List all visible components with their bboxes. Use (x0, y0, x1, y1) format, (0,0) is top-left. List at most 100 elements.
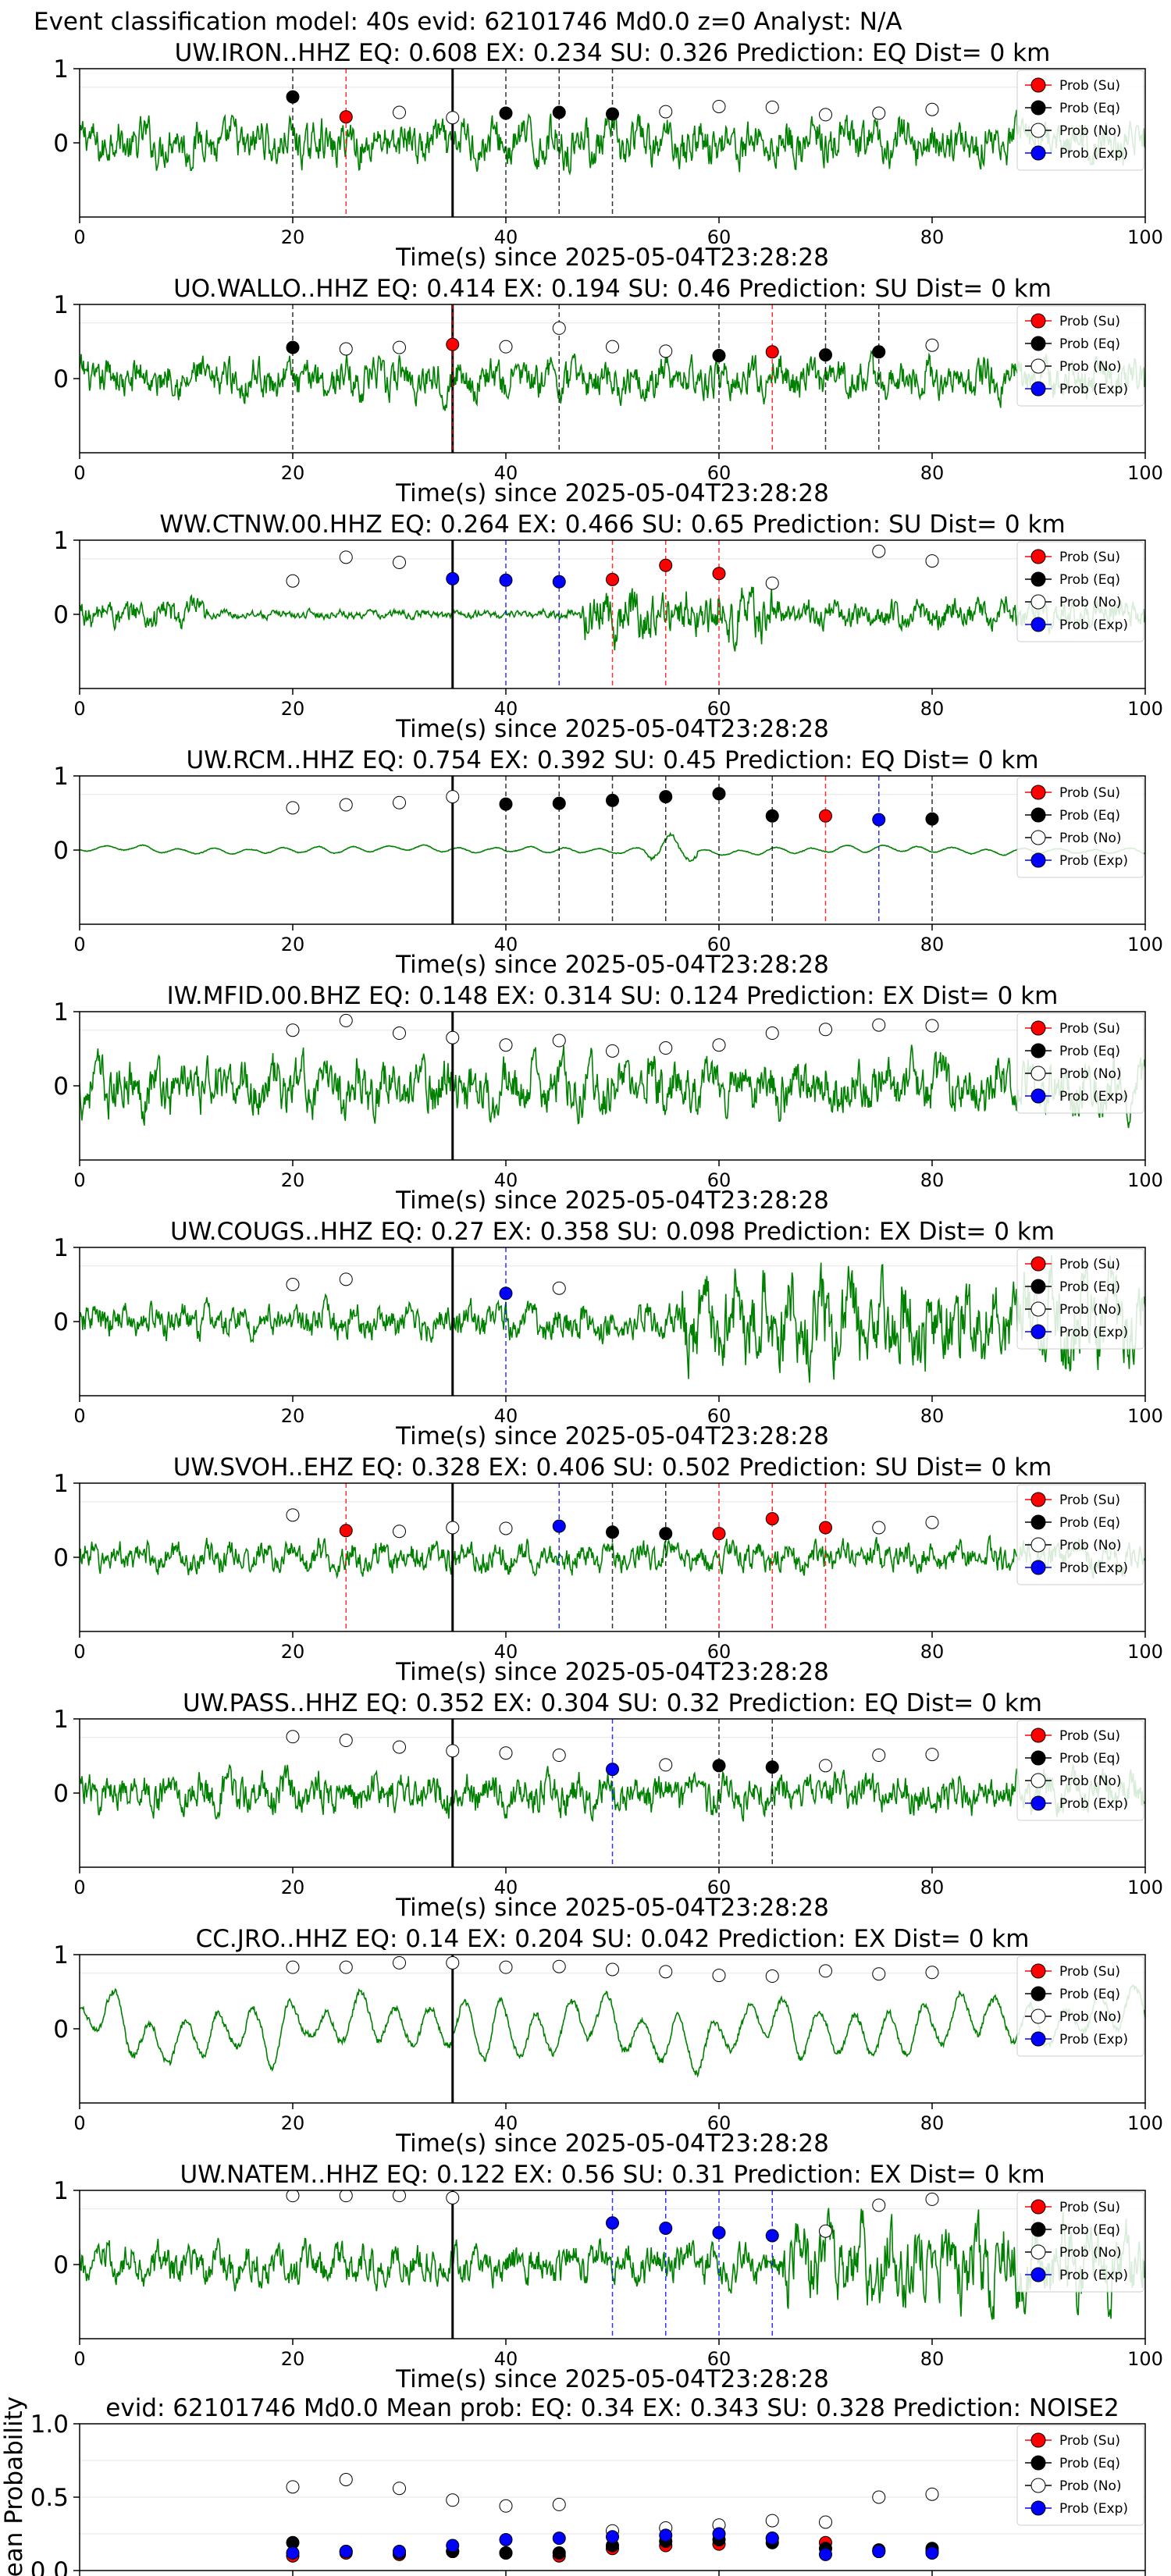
panel-1: UO.WALLO..HHZ EQ: 0.414 EX: 0.194 SU: 0.… (53, 275, 1163, 507)
prob-point-eq (712, 349, 726, 363)
mean-point-exp (339, 2545, 353, 2559)
y-tick-label: 1 (53, 1470, 69, 1498)
prob-point-no (393, 2190, 406, 2203)
prob-point-no (339, 1272, 353, 1286)
axes-frame (79, 304, 1146, 454)
prob-point-no (819, 2224, 832, 2238)
panel-title: UW.PASS..HHZ EQ: 0.352 EX: 0.304 SU: 0.3… (183, 1689, 1042, 1717)
legend-box (1016, 777, 1144, 878)
legend-label-exp: Prob (Exp) (1059, 1560, 1128, 1576)
mean-point-no (339, 2472, 353, 2486)
prob-point-su (606, 572, 619, 586)
prob-point-no (286, 574, 300, 588)
prob-point-no (872, 2198, 886, 2212)
legend-label-no: Prob (No) (1059, 595, 1122, 610)
x-tick-label: 0 (73, 2348, 85, 2370)
prob-point-eq (286, 90, 300, 104)
panel-plot-area (80, 2190, 1145, 2339)
x-tick-label: 40 (494, 1877, 518, 1898)
prob-point-no (446, 2191, 460, 2204)
legend-marker-no (1030, 2008, 1046, 2024)
legend-box (1016, 69, 1144, 171)
x-tick-label: 60 (707, 2348, 731, 2370)
prob-point-no (446, 1744, 460, 1758)
legend-marker-eq (1030, 571, 1046, 587)
legend-marker-no (1030, 2478, 1046, 2493)
prob-point-no (339, 342, 353, 356)
mean-point-no (819, 2515, 832, 2529)
legend-marker-su (1030, 2432, 1046, 2448)
legend-marker-exp (1030, 1560, 1046, 1575)
x-axis-label: Time(s) since 2025-05-04T23:28:28 (395, 2365, 829, 2393)
prob-point-no (499, 1960, 513, 1974)
prob-point-no (499, 1038, 513, 1052)
prob-point-exp (606, 1763, 619, 1777)
legend-label-su: Prob (Su) (1059, 2200, 1120, 2215)
legend-label-eq: Prob (Eq) (1059, 1987, 1120, 2002)
prob-point-eq (606, 107, 619, 121)
legend-label-eq: Prob (Eq) (1059, 1279, 1120, 1295)
x-axis-label: Time(s) since 2025-05-04T23:28:28 (395, 1422, 829, 1450)
x-tick-label: 60 (707, 934, 731, 955)
prob-point-no (446, 1521, 460, 1535)
legend-label-exp: Prob (Exp) (1059, 382, 1128, 397)
mean-point-no (925, 2487, 939, 2501)
legend-label-su: Prob (Su) (1059, 2433, 1120, 2449)
prob-point-eq (765, 809, 779, 823)
legend-marker-eq (1030, 1279, 1046, 1294)
prob-point-no (286, 1730, 300, 1744)
legend-label-eq: Prob (Eq) (1059, 1515, 1120, 1531)
panel-0: UW.IRON..HHZ EQ: 0.608 EX: 0.234 SU: 0.3… (53, 39, 1163, 272)
prob-point-su (819, 1521, 832, 1535)
legend-marker-su (1030, 1256, 1046, 1272)
panel-plot-area (80, 69, 1145, 217)
axes-frame (79, 2190, 1146, 2339)
prob-point-eq (872, 345, 886, 359)
x-tick-label: 60 (707, 1641, 731, 1663)
prob-point-exp (872, 813, 886, 827)
y-tick-label: 1 (53, 527, 69, 555)
mean-point-exp (659, 2528, 673, 2542)
x-tick-label: 0 (73, 934, 85, 955)
prob-point-no (393, 1955, 406, 1969)
prob-point-no (286, 1508, 300, 1522)
x-tick-label: 0 (73, 2112, 85, 2134)
y-tick-label: 0.0 (30, 2557, 69, 2576)
x-tick-label: 20 (281, 462, 305, 484)
x-tick-label: 0 (73, 1169, 85, 1191)
prob-point-no (819, 1759, 832, 1773)
legend-label-exp: Prob (Exp) (1059, 617, 1128, 633)
legend-marker-su (1030, 313, 1046, 329)
x-tick-label: 80 (920, 2348, 945, 2370)
axes-frame (79, 1954, 1146, 2104)
prob-point-eq (765, 1760, 779, 1774)
x-tick-label: 0 (73, 1641, 85, 1663)
legend: Prob (Su) Prob (Eq) Prob (No) Prob (Exp) (1016, 2191, 1144, 2293)
legend-label-su: Prob (Su) (1059, 550, 1120, 565)
prob-point-no (393, 556, 406, 569)
panel-plot-area (80, 1483, 1145, 1631)
prob-point-no (765, 100, 779, 114)
legend-marker-no (1030, 594, 1046, 610)
y-tick-label: 1 (53, 291, 69, 319)
panel-title: WW.CTNW.00.HHZ EQ: 0.264 EX: 0.466 SU: 0… (159, 511, 1065, 539)
legend-box (1016, 1484, 1144, 1585)
legend-label-no: Prob (No) (1059, 1774, 1122, 1789)
seismic-trace (80, 1984, 1145, 2078)
y-tick-label: 0 (53, 2016, 69, 2044)
x-tick-label: 80 (920, 1405, 945, 1427)
legend: Prob (Su) Prob (Eq) Prob (No) Prob (Exp) (1016, 69, 1144, 171)
x-tick-label: 80 (920, 698, 945, 720)
legend-marker-su (1030, 1963, 1046, 1979)
legend-label-su: Prob (Su) (1059, 78, 1120, 94)
prob-point-no (872, 1967, 886, 1981)
prob-point-su (765, 1512, 779, 1526)
legend-marker-exp (1030, 1088, 1046, 1104)
axes-frame (79, 1247, 1146, 1397)
legend-label-eq: Prob (Eq) (1059, 2222, 1120, 2238)
prob-point-eq (499, 797, 513, 811)
x-tick-label: 60 (707, 1405, 731, 1427)
x-tick-label: 60 (707, 2112, 731, 2134)
prob-point-no (286, 1278, 300, 1291)
prob-point-no (925, 1515, 939, 1529)
